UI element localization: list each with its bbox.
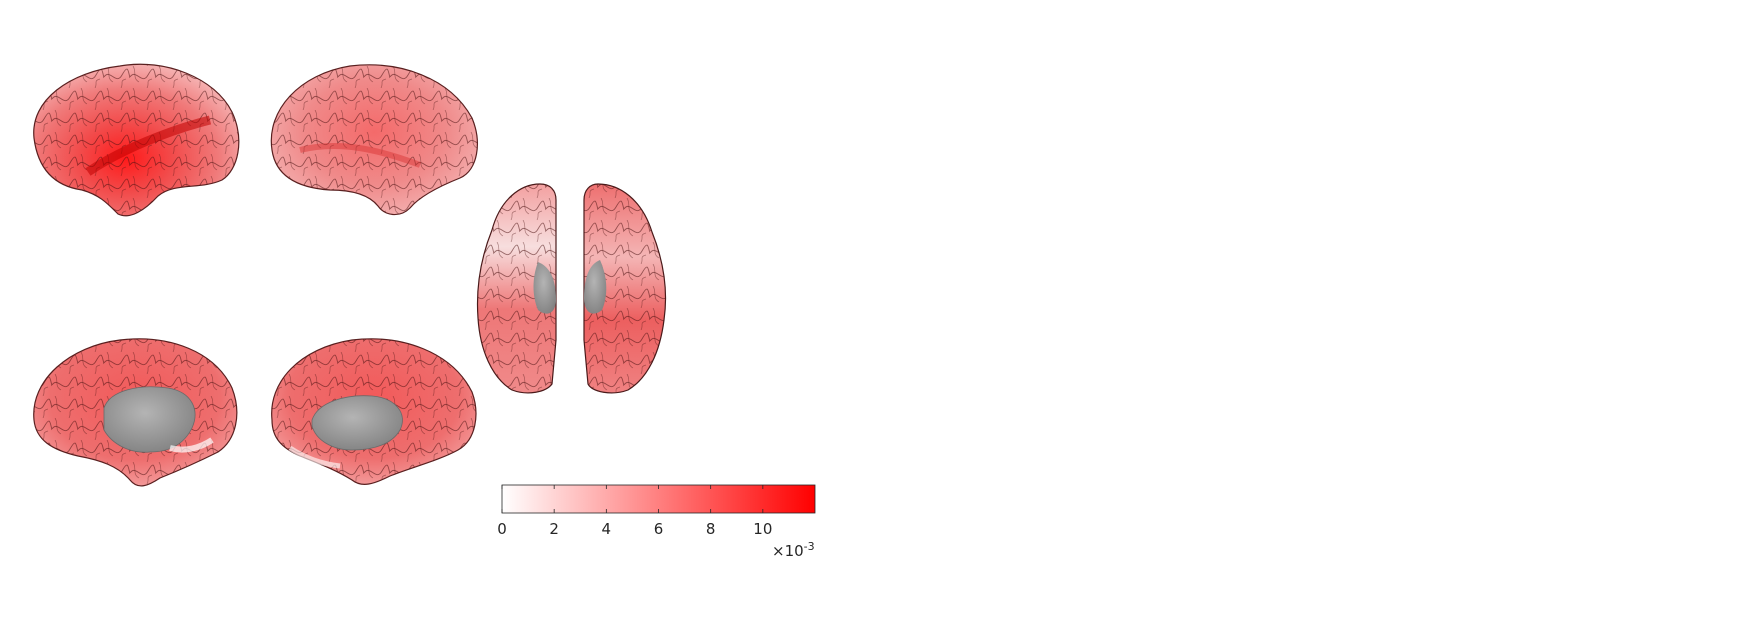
brain-view-left-medial: [33, 338, 238, 487]
colorbar-tick-label: 8: [706, 520, 716, 538]
colorbar-tick-label: 10: [753, 520, 772, 538]
brain-view-right-lateral: [270, 64, 478, 216]
colorbar: 0 2 4 6 8 10 ×10-3: [497, 484, 816, 560]
colorbar-exponent-prefix: ×10: [772, 542, 804, 560]
colorbar-gradient: [501, 484, 816, 514]
colorbar-tick-label: 4: [602, 520, 612, 538]
colorbar-tick-label: 6: [654, 520, 664, 538]
brain-view-left-dorsal: [476, 183, 557, 394]
colorbar-tick-label: 0: [497, 520, 507, 538]
colorbar-exponent: ×10-3: [772, 540, 815, 560]
colorbar-tick-label: 2: [549, 520, 559, 538]
brain-view-left-lateral: [33, 63, 240, 217]
colorbar-exponent-power: -3: [804, 540, 815, 553]
brain-view-right-dorsal: [583, 183, 667, 394]
colorbar-ticks: 0 2 4 6 8 10: [497, 485, 772, 538]
brain-view-right-medial: [271, 338, 477, 485]
